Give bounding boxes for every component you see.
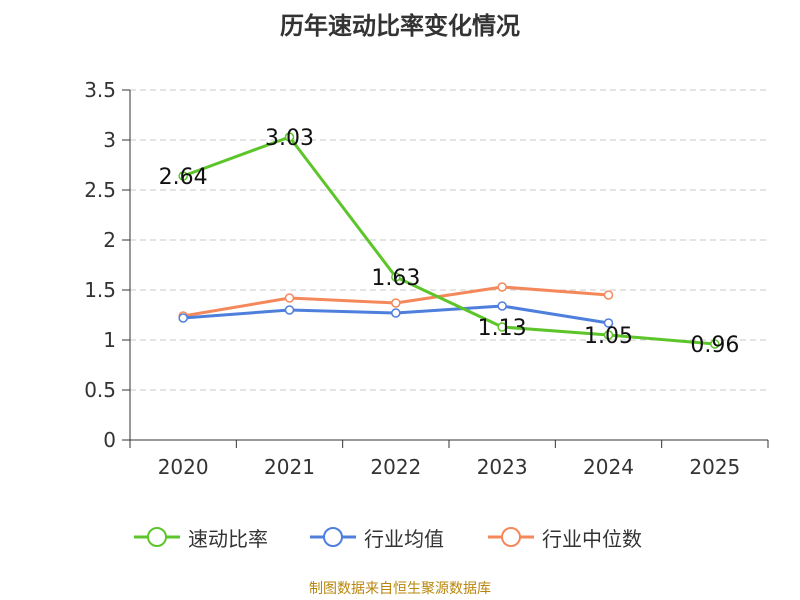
legend-item-industry-median[interactable]: 行业中位数	[486, 520, 642, 554]
data-point-1	[497, 301, 507, 311]
data-point-2	[391, 298, 401, 308]
data-point-2	[284, 293, 295, 303]
y-tick-label: 3	[103, 128, 116, 152]
y-tick-label: 2.5	[84, 178, 116, 202]
data-point-0	[284, 132, 295, 142]
data-point-0	[710, 339, 720, 349]
y-tick-label: 2	[103, 228, 116, 252]
x-tick-label: 2023	[477, 455, 528, 479]
x-tick-label: 2025	[689, 455, 740, 479]
data-point-1	[178, 313, 188, 323]
data-label: 2.64	[159, 165, 208, 190]
x-tick-label: 2024	[583, 455, 634, 479]
data-point-0	[603, 330, 614, 340]
data-label: 0.96	[690, 333, 739, 358]
data-point-0	[391, 272, 401, 282]
y-tick-label: 1.5	[84, 278, 116, 302]
legend-item-quick-ratio[interactable]: 速动比率	[132, 520, 268, 554]
data-label: 1.13	[478, 316, 527, 341]
y-tick-label: 0.5	[84, 378, 116, 402]
data-point-0	[497, 322, 507, 332]
legend-marker-industry-median	[488, 527, 534, 547]
source-note: 制图数据来自恒生聚源数据库	[309, 581, 491, 597]
legend-item-industry-mean[interactable]: 行业均值	[308, 520, 444, 554]
data-point-1	[603, 318, 614, 328]
legend-label-industry-mean: 行业均值	[364, 526, 444, 551]
legend-marker-industry-mean	[310, 527, 356, 547]
y-tick-label: 0	[103, 428, 116, 452]
data-point-1	[391, 308, 401, 318]
y-tick-label: 1	[103, 328, 116, 352]
x-tick-label: 2021	[264, 455, 315, 479]
legend-marker-quick-ratio	[134, 527, 180, 547]
x-tick-label: 2022	[370, 455, 421, 479]
chart-title: 历年速动比率变化情况	[280, 12, 520, 40]
data-label: 1.63	[371, 266, 420, 291]
data-label: 3.03	[265, 126, 314, 151]
data-point-2	[603, 290, 614, 300]
data-point-2	[497, 282, 507, 292]
legend-label-quick-ratio: 速动比率	[188, 526, 268, 551]
data-label: 1.05	[584, 324, 633, 349]
data-point-0	[178, 171, 188, 181]
y-tick-label: 3.5	[84, 78, 116, 102]
legend-label-industry-median: 行业中位数	[542, 526, 642, 551]
x-tick-label: 2020	[158, 455, 209, 479]
data-point-1	[284, 305, 295, 315]
series-line-0	[182, 135, 715, 346]
